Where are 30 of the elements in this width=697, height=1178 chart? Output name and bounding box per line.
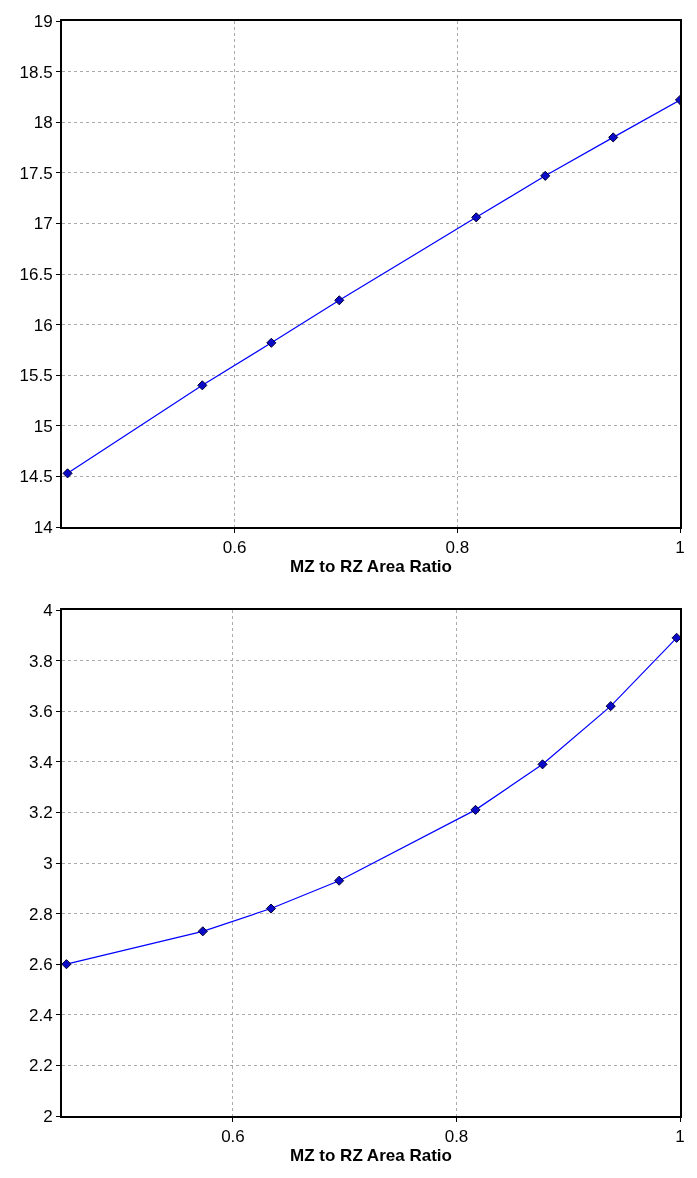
x-tick-label: 0.8 [444,1127,469,1147]
x-tick-label: 1 [675,538,685,558]
x-tick-label: 0.6 [221,1127,245,1147]
y-tick-label: 16.5 [19,264,53,284]
y-tick-label: 4 [43,600,53,620]
y-tick-label: 15 [33,416,53,436]
y-tick-label: 16 [33,315,53,335]
y-tick-label: 3.6 [28,702,53,722]
y-tick-label: 2.8 [28,904,53,924]
y-tick-label: 2 [43,1106,53,1126]
y-tick-label: 2.6 [28,955,53,975]
x-tick-label: 0.6 [222,538,247,558]
y-tick-label: 3 [43,853,53,873]
y-tick-label: 3.2 [28,803,53,823]
x-tick-label: 1 [675,1127,685,1147]
y-tick-label: 2.2 [28,1056,53,1076]
x-axis-title: MZ to RZ Area Ratio [290,1146,452,1166]
y-tick-label: 17 [33,214,53,234]
x-tick-label: 0.8 [445,538,470,558]
x-axis-title: MZ to RZ Area Ratio [290,557,452,577]
y-tick-label: 15.5 [19,366,53,386]
y-tick-label: 14 [33,517,53,537]
y-tick-label: 19 [33,11,53,31]
y-tick-label: 14.5 [19,467,53,487]
y-tick-label: 3.8 [28,651,53,671]
y-tick-label: 18 [33,113,53,133]
y-tick-label: 17.5 [19,163,53,183]
y-tick-label: 2.4 [28,1005,53,1025]
y-tick-label: 18.5 [19,62,53,82]
y-tick-label: 3.4 [28,752,53,772]
